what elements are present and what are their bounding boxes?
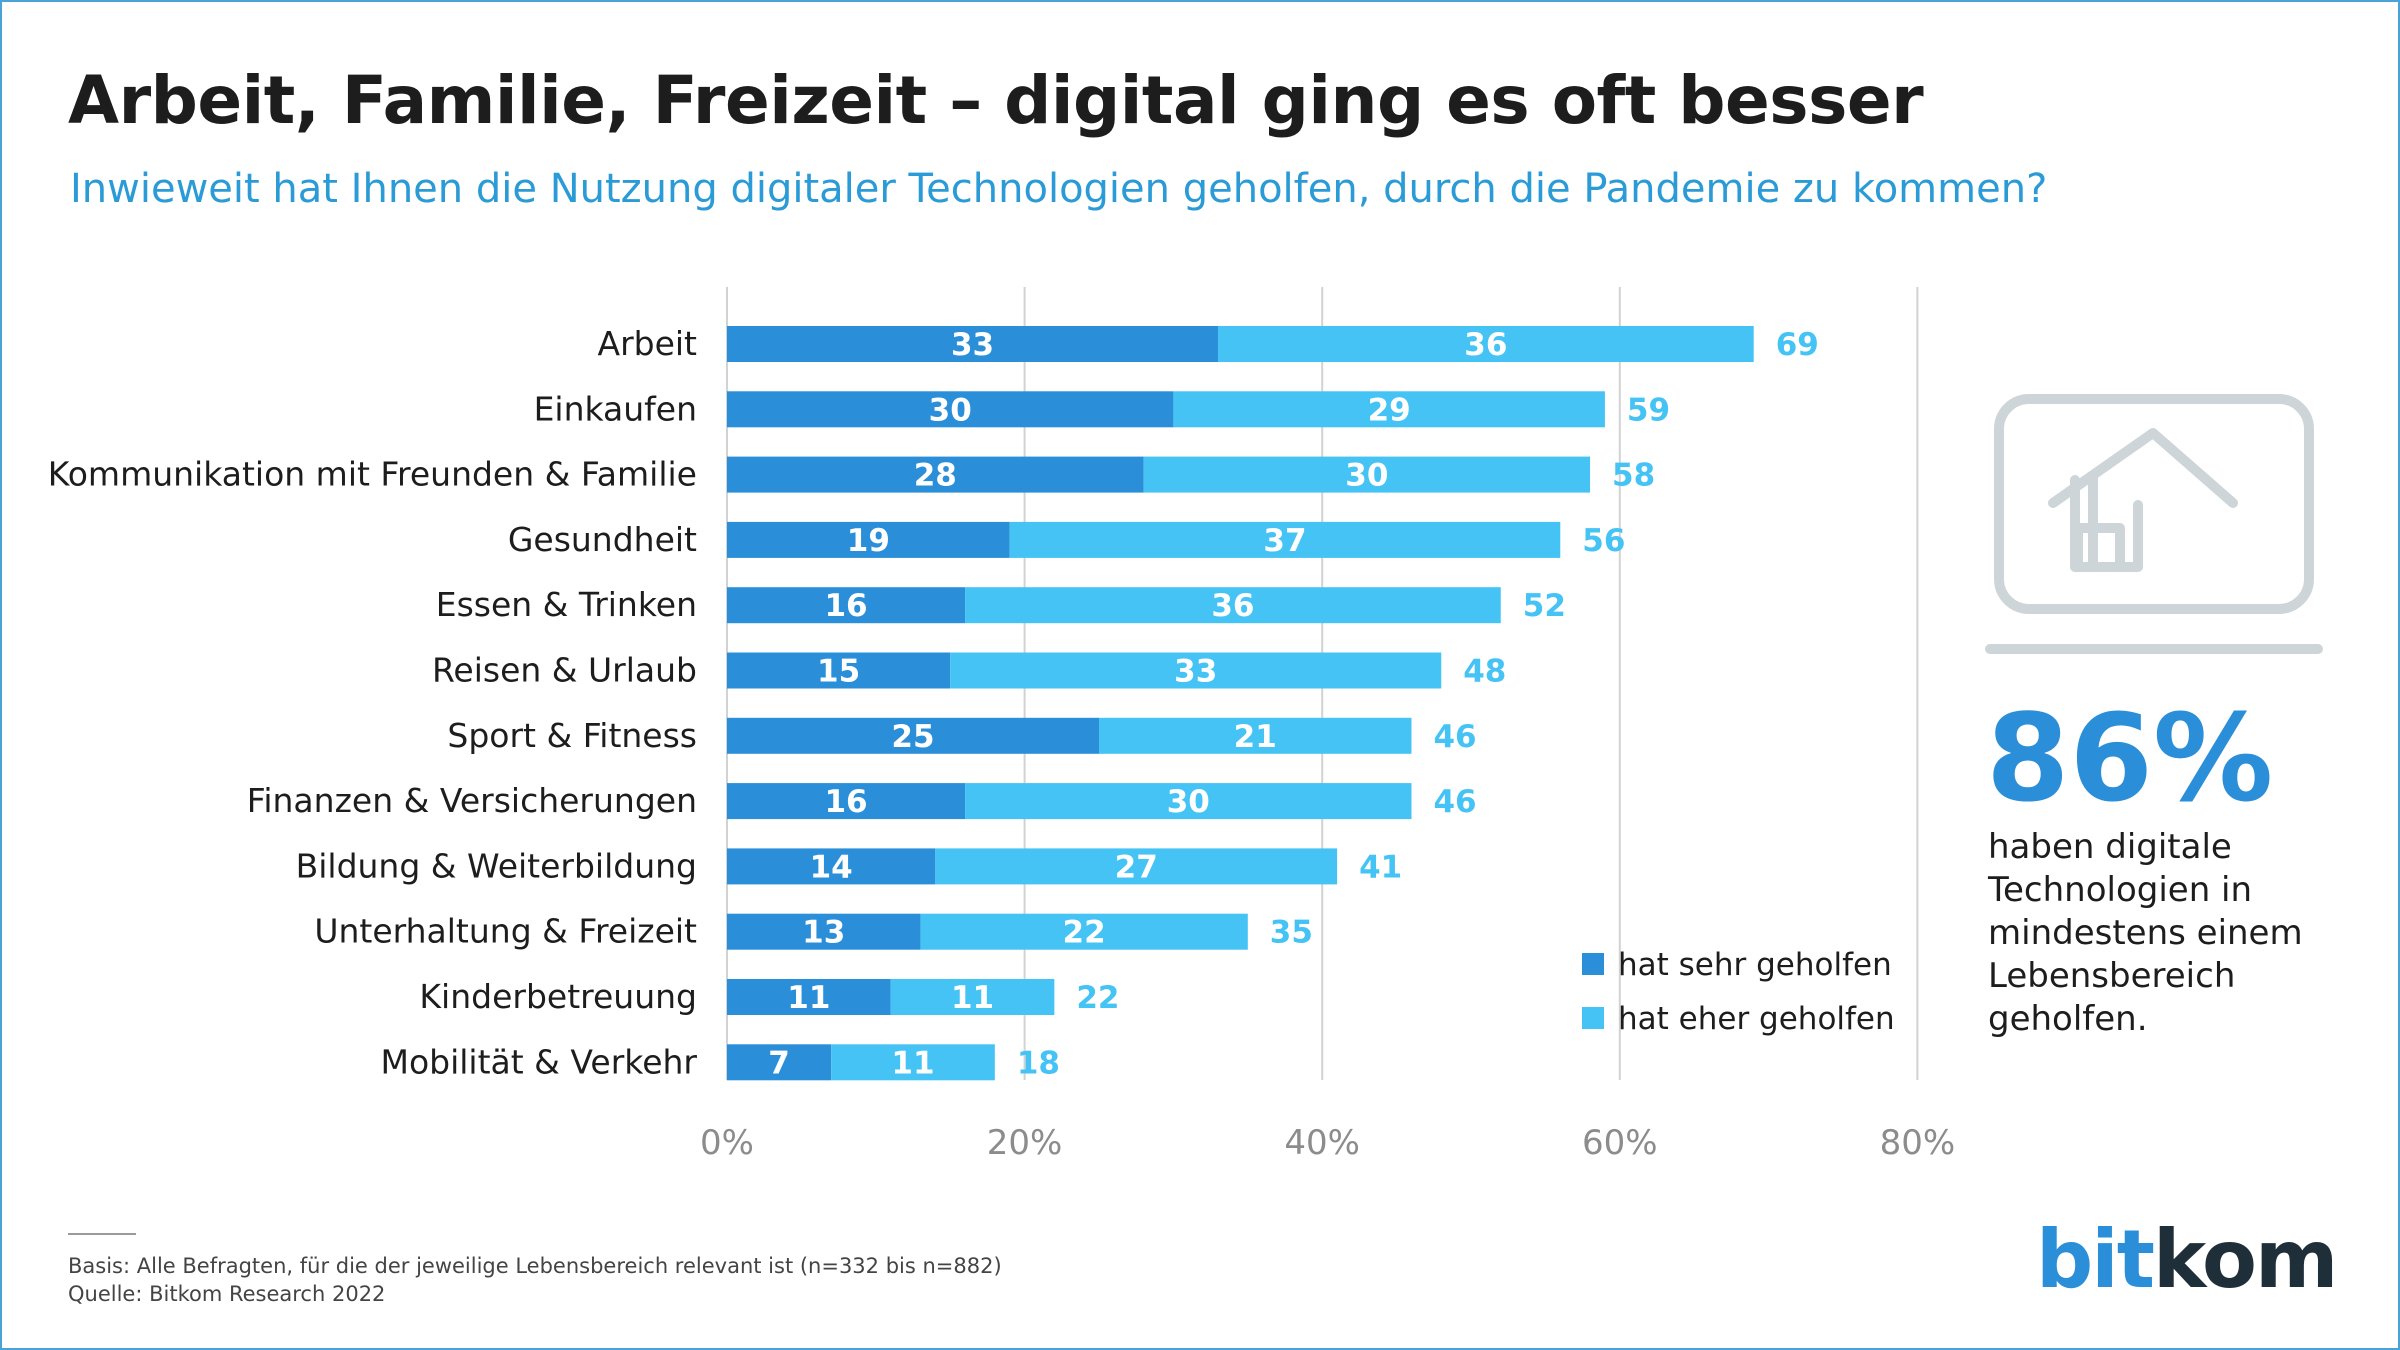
- highlight-value: 86%: [1986, 690, 2274, 829]
- data-label-eher: 36: [1211, 588, 1254, 624]
- data-label-sehr: 33: [951, 327, 994, 363]
- category-label: Arbeit: [598, 324, 698, 363]
- data-label-sehr: 28: [914, 458, 957, 494]
- category-label: Unterhaltung & Freizeit: [314, 912, 697, 951]
- bar-segment-sehr: [727, 979, 891, 1015]
- data-label-eher: 11: [951, 980, 994, 1016]
- chart-title: Arbeit, Familie, Freizeit – digital ging…: [68, 62, 1924, 139]
- data-label-eher: 33: [1174, 654, 1217, 690]
- bar-segment-eher: [1099, 717, 1412, 754]
- bar-segment-eher: [831, 1044, 995, 1081]
- category-label: Reisen & Urlaub: [432, 651, 697, 690]
- footer-source: Quelle: Bitkom Research 2022: [68, 1282, 386, 1306]
- legend-swatch: [1582, 953, 1604, 975]
- data-label-total: 35: [1270, 915, 1313, 951]
- bar-segment-sehr: [727, 783, 966, 820]
- data-label-total: 52: [1523, 588, 1566, 624]
- bar-segment-eher: [920, 913, 1248, 950]
- category-label: Gesundheit: [508, 520, 697, 559]
- bar-segment-sehr: [727, 913, 921, 950]
- data-label-total: 46: [1433, 784, 1476, 820]
- data-label-sehr: 11: [787, 980, 830, 1016]
- data-label-total: 58: [1612, 458, 1655, 494]
- data-label-sehr: 13: [802, 915, 845, 951]
- category-label: Einkaufen: [534, 389, 697, 428]
- legend-swatch: [1582, 1007, 1604, 1029]
- data-label-total: 69: [1776, 327, 1819, 363]
- category-label: Bildung & Weiterbildung: [296, 846, 697, 885]
- x-tick-label: 40%: [1284, 1123, 1360, 1163]
- category-label: Essen & Trinken: [436, 585, 697, 624]
- bar-segment-sehr: [727, 652, 951, 689]
- bar-segment-eher: [965, 587, 1501, 624]
- bar-segment-sehr: [727, 1044, 832, 1081]
- data-label-total: 41: [1359, 849, 1402, 885]
- x-axis-ticks: 0% 20% 40% 60% 80%: [700, 1123, 1955, 1163]
- bar-segment-sehr: [727, 848, 936, 885]
- bars: 33 36 69 30 29 59 28 30 58 19 37 56 16 36 52 15 33 48 25 21…: [727, 326, 1819, 1081]
- data-label-eher: 37: [1263, 523, 1306, 559]
- data-label-sehr: 7: [768, 1045, 790, 1081]
- data-label-eher: 30: [1345, 458, 1388, 494]
- data-label-sehr: 30: [929, 392, 972, 428]
- bar-segment-eher: [1218, 326, 1754, 362]
- bar-segment-eher: [1143, 456, 1591, 493]
- bar-segment-sehr: [727, 391, 1174, 428]
- bar-segment-sehr: [727, 456, 1144, 493]
- data-label-sehr: 15: [817, 654, 860, 690]
- data-label-eher: 36: [1464, 327, 1507, 363]
- bar-segment-eher: [965, 783, 1412, 820]
- footer-basis: Basis: Alle Befragten, für die der jewei…: [68, 1254, 1002, 1278]
- data-label-eher: 11: [891, 1045, 934, 1081]
- data-label-eher: 22: [1063, 915, 1106, 951]
- x-tick-label: 20%: [987, 1123, 1063, 1163]
- data-label-eher: 21: [1234, 719, 1277, 755]
- bar-segment-sehr: [727, 326, 1219, 362]
- data-label-eher: 27: [1115, 849, 1158, 885]
- data-label-sehr: 16: [824, 588, 867, 624]
- data-label-sehr: 14: [810, 849, 853, 885]
- legend-label: hat eher geholfen: [1618, 1001, 1895, 1037]
- data-label-eher: 29: [1368, 392, 1411, 428]
- bar-segment-sehr: [727, 521, 1010, 558]
- bar-segment-eher: [890, 979, 1055, 1015]
- house-icon: [1985, 394, 2323, 654]
- legend: hat sehr geholfen hat eher geholfen: [1582, 947, 1895, 1037]
- chart-subtitle: Inwieweit hat Ihnen die Nutzung digitale…: [70, 166, 2048, 212]
- category-label: Kinderbetreuung: [419, 977, 697, 1016]
- category-labels: Arbeit Einkaufen Kommunikation mit Freunde…: [48, 324, 698, 1081]
- category-label: Finanzen & Versicherungen: [247, 781, 697, 820]
- footer-notes: Basis: Alle Befragten, für die der jewei…: [68, 1252, 1002, 1308]
- data-label-total: 56: [1582, 523, 1625, 559]
- bar-segment-eher: [935, 848, 1338, 885]
- category-label: Mobilität & Verkehr: [380, 1042, 697, 1081]
- footer-divider: [68, 1233, 136, 1235]
- data-label-sehr: 25: [891, 719, 934, 755]
- data-label-total: 59: [1627, 392, 1670, 428]
- category-label: Sport & Fitness: [447, 716, 697, 755]
- data-label-total: 18: [1017, 1045, 1060, 1081]
- x-tick-label: 0%: [700, 1123, 754, 1163]
- data-label-total: 22: [1076, 980, 1119, 1016]
- bitkom-logo: bitkom: [2036, 1213, 2338, 1306]
- bar-segment-sehr: [727, 717, 1099, 754]
- bar-segment-eher: [1173, 391, 1605, 428]
- legend-label: hat sehr geholfen: [1618, 947, 1892, 983]
- data-label-sehr: 16: [824, 784, 867, 820]
- bar-segment-eher: [950, 652, 1442, 689]
- data-label-total: 46: [1433, 719, 1476, 755]
- bar-segment-sehr: [727, 587, 966, 624]
- bar-segment-eher: [1009, 521, 1561, 558]
- x-tick-label: 80%: [1880, 1123, 1956, 1163]
- data-label-sehr: 19: [847, 523, 890, 559]
- x-tick-label: 60%: [1582, 1123, 1658, 1163]
- highlight-text: haben digitale Technologien in mindesten…: [1988, 827, 2303, 1039]
- data-label-eher: 30: [1167, 784, 1210, 820]
- data-label-total: 48: [1463, 654, 1506, 690]
- category-label: Kommunikation mit Freunden & Familie: [48, 455, 697, 494]
